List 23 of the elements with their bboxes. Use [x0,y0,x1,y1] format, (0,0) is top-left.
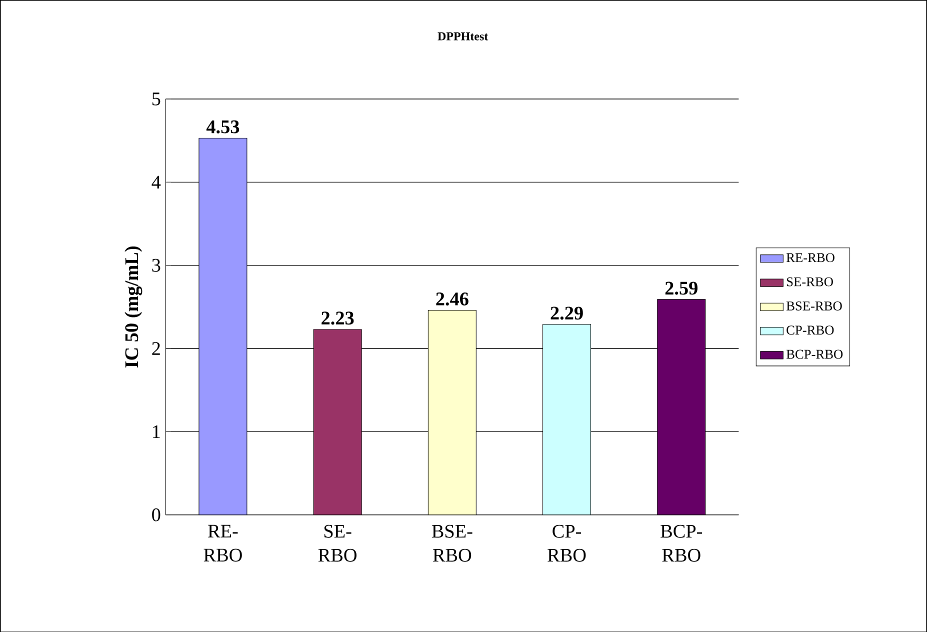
x-tick-label: BSE-RBO [432,524,472,562]
y-axis-title: IC 50 (mg/mL) [124,246,142,368]
data-label: 4.53 [206,120,240,134]
y-tick-label: 3 [152,258,160,272]
chart-title: DPPHtest [438,32,488,40]
x-tick-label: BCP-RBO [660,524,702,562]
data-label: 2.29 [550,306,583,320]
y-tick-label: 0 [152,508,160,522]
legend-label: CP-RBO [786,325,834,334]
x-tick-label: CP-RBO [548,524,586,562]
y-tick-label: 1 [153,425,160,438]
y-tick-label: 5 [152,92,160,106]
legend-label: BSE-RBO [786,301,842,310]
y-tick-label: 2 [152,342,160,355]
legend-label: BCP-RBO [786,350,843,359]
data-label: 2.46 [436,292,468,306]
data-label: 2.23 [322,311,354,324]
data-label: 2.59 [665,282,698,294]
x-tick-label: RE-RBO [204,524,242,562]
y-tick-label: 4 [152,176,161,188]
legend-label: SE-RBO [786,277,833,286]
x-tick-label: SE-RBO [318,524,356,562]
legend-label: RE-RBO [786,252,834,262]
